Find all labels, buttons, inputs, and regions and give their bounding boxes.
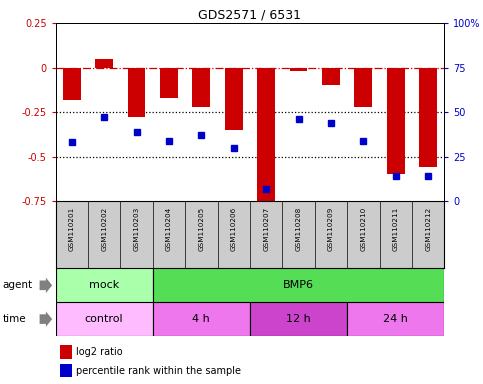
Text: GSM110208: GSM110208 — [296, 207, 301, 251]
Text: GSM110211: GSM110211 — [393, 207, 399, 251]
Bar — [225, 68, 242, 130]
Bar — [56, 302, 153, 336]
Text: GSM110204: GSM110204 — [166, 207, 172, 251]
Bar — [347, 302, 444, 336]
Bar — [257, 68, 275, 205]
Text: GSM110212: GSM110212 — [425, 207, 431, 251]
Text: GSM110210: GSM110210 — [360, 207, 367, 251]
Bar — [290, 68, 308, 71]
Text: GSM110205: GSM110205 — [199, 207, 204, 251]
Text: GSM110207: GSM110207 — [263, 207, 269, 251]
Text: time: time — [2, 314, 26, 324]
Text: control: control — [85, 314, 124, 324]
Bar — [192, 68, 210, 107]
Bar — [128, 68, 145, 118]
Text: percentile rank within the sample: percentile rank within the sample — [76, 366, 241, 376]
Text: GSM110201: GSM110201 — [69, 207, 75, 251]
Text: agent: agent — [2, 280, 32, 290]
Bar — [153, 302, 250, 336]
Bar — [160, 68, 178, 98]
Text: 24 h: 24 h — [384, 314, 408, 324]
Text: mock: mock — [89, 280, 119, 290]
Bar — [419, 68, 437, 167]
Text: log2 ratio: log2 ratio — [76, 347, 123, 357]
Bar — [322, 68, 340, 85]
Text: 12 h: 12 h — [286, 314, 311, 324]
Bar — [153, 268, 444, 302]
Bar — [387, 68, 405, 174]
Text: GSM110203: GSM110203 — [133, 207, 140, 251]
Bar — [95, 59, 113, 68]
Text: GSM110202: GSM110202 — [101, 207, 107, 251]
Bar — [250, 302, 347, 336]
Text: BMP6: BMP6 — [283, 280, 314, 290]
Title: GDS2571 / 6531: GDS2571 / 6531 — [199, 9, 301, 22]
Bar — [355, 68, 372, 107]
Text: 4 h: 4 h — [193, 314, 210, 324]
Text: GSM110206: GSM110206 — [231, 207, 237, 251]
Text: GSM110209: GSM110209 — [328, 207, 334, 251]
Bar — [63, 68, 81, 100]
Bar — [56, 268, 153, 302]
